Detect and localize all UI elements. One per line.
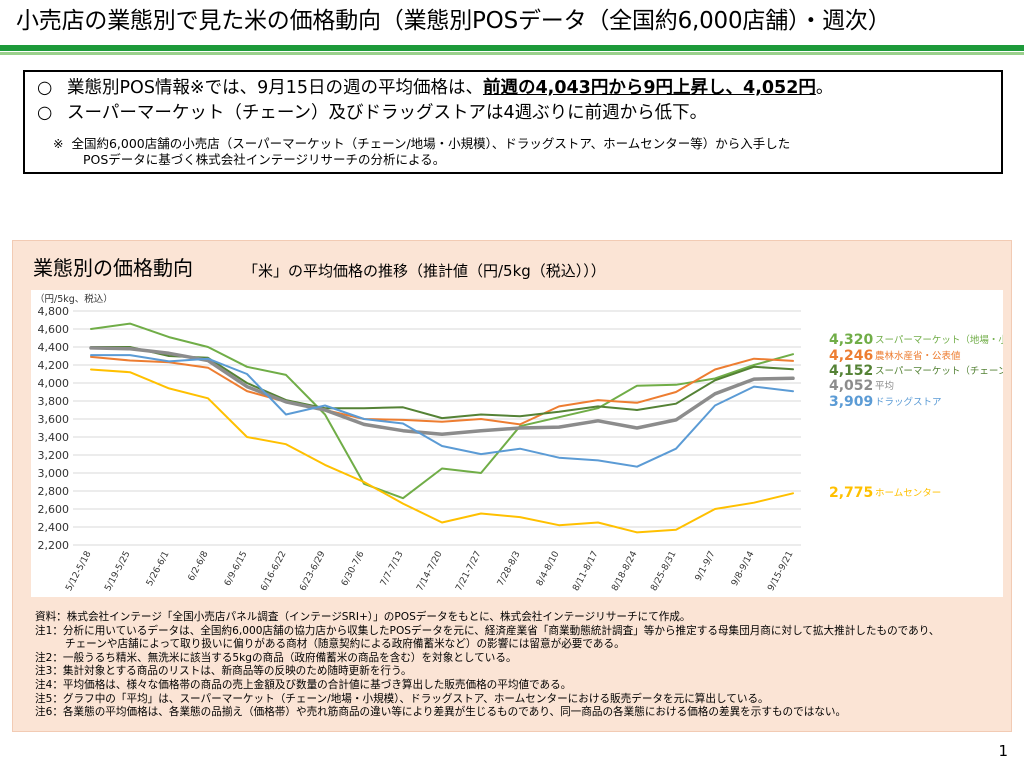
x-tick-label: 9/8-9/14 [730, 549, 757, 587]
series-end-value: 4,052 [829, 378, 873, 394]
series-name: ドラッグストア [875, 396, 942, 408]
x-tick-label: 5/19-5/25 [103, 550, 132, 593]
y-tick-label: 3,400 [38, 431, 70, 444]
summary-line-2: ○ スーパーマーケット（チェーン）及びドラッグストアは4週ぶりに前週から低下。 [37, 102, 707, 124]
y-tick-label: 4,600 [38, 323, 70, 336]
y-tick-label: 3,600 [38, 413, 70, 426]
series-line [89, 346, 795, 437]
footnote-line-2: POSデータに基づく株式会社インテージリサーチの分析による。 [83, 152, 446, 167]
series-line [90, 368, 794, 534]
series-end-value: 4,152 [829, 363, 873, 379]
x-tick-label: 6/9-6/15 [223, 550, 250, 588]
x-tick-label: 6/30-7/6 [340, 549, 367, 587]
x-tick-label: 7/28-8/3 [496, 550, 523, 588]
y-tick-label: 4,400 [38, 341, 70, 354]
series-end-value: 2,775 [829, 485, 873, 501]
note-line: 注4：平均価格は、様々な価格帯の商品の売上金額及び数量の合計値に基づき算出した販… [35, 678, 572, 691]
footnote-line-1: 全国約6,000店舗の小売店（スーパーマーケット（チェーン/地場・小規模）、ドラ… [71, 136, 791, 151]
bullet-circle-icon: ○ [37, 103, 53, 123]
chart-panel: 業態別の価格動向 「米」の平均価格の推移（推計値（円/5kg（税込））） （円/… [12, 240, 1012, 732]
note-line: 注2：一般うるち精米、無洗米に該当する5kgの商品（政府備蓄米の商品を含む）を対… [35, 651, 517, 664]
summary-line-1-emphasis: 前週の4,043円から9円上昇し、4,052円 [483, 78, 816, 98]
series-end-value: 3,909 [829, 394, 873, 410]
bullet-circle-icon: ○ [37, 78, 53, 98]
series-name: ホームセンター [875, 488, 941, 499]
x-tick-label: 6/2-6/8 [187, 549, 211, 582]
summary-line-1: ○ 業態別POS情報※では、9月15日の週の平均価格は、前週の4,043円から9円… [37, 77, 833, 99]
series-end-value: 4,320 [829, 332, 874, 348]
x-tick-label: 9/15-9/21 [766, 550, 795, 593]
note-line: 資料：株式会社インテージ「全国小売店パネル調査（インテージSRI+）」のPOSデ… [35, 611, 691, 623]
panel-subtitle: 「米」の平均価格の推移（推計値（円/5kg（税込））） [243, 262, 606, 280]
note-line: 注5：グラフ中の「平均」は、スーパーマーケット（チェーン/地場・小規模）、ドラッ… [35, 692, 769, 705]
notes-section: 資料：株式会社インテージ「全国小売店パネル調査（インテージSRI+）」のPOSデ… [35, 611, 1005, 720]
x-tick-label: 8/4-8/10 [535, 549, 562, 587]
y-tick-label: 2,600 [38, 503, 70, 516]
y-tick-label: 2,800 [38, 485, 70, 498]
x-tick-label: 9/1-9/7 [694, 550, 718, 583]
summary-footnote-1: ※ 全国約6,000店舗の小売店（スーパーマーケット（チェーン/地場・小規模）、… [53, 136, 790, 152]
series-line [90, 355, 794, 426]
y-tick-label: 3,800 [38, 395, 70, 408]
y-tick-label: 4,800 [38, 305, 70, 318]
x-tick-label: 6/23-6/29 [298, 549, 327, 592]
series-name: スーパーマーケット（チェーン） [875, 365, 1003, 377]
x-tick-label: 8/25-8/31 [649, 550, 678, 593]
y-axis-label: （円/5kg、税込） [35, 293, 113, 305]
note-line: 注1：分析に用いているデータは、全国約6,000店舗の協力店から収集したPOSデ… [35, 624, 940, 637]
x-tick-label: 8/11-8/17 [571, 550, 600, 593]
x-tick-label: 8/18-8/24 [610, 549, 639, 592]
x-tick-label: 7/14-7/20 [415, 549, 444, 592]
y-tick-label: 3,200 [38, 449, 70, 462]
footnote-mark: ※ [53, 136, 64, 151]
y-tick-label: 4,200 [38, 359, 70, 372]
page-title: 小売店の業態別で見た米の価格動向（業態別POSデータ（全国約6,000店舗）・週… [16, 8, 891, 34]
x-tick-label: 7/21-7/27 [454, 550, 483, 593]
note-line: チェーンや店舗によって取り扱いに偏りがある商材（随意契約による政府備蓄米など）の… [65, 638, 625, 651]
summary-line-1-end: 。 [815, 78, 834, 98]
summary-box: ○ 業態別POS情報※では、9月15日の週の平均価格は、前週の4,043円から9円… [23, 70, 1003, 174]
x-tick-label: 5/26-6/1 [145, 550, 172, 588]
note-line: 注6：各業態の平均価格は、各業態の品揃え（価格帯）や売れ筋商品の違い等により差異… [35, 706, 847, 719]
panel-title: 業態別の価格動向 [33, 256, 193, 280]
page-number: 1 [998, 742, 1008, 760]
chart-area: （円/5kg、税込） 2,200 2,400 2,600 2,800 3,000 3,200… [31, 290, 1003, 597]
series-name: スーパーマーケット（地場・小規模） [875, 334, 1003, 346]
series-name: 平均 [875, 380, 894, 392]
y-tick-label: 2,200 [38, 539, 70, 552]
summary-line-2-text: スーパーマーケット（チェーン）及びドラッグストアは4週ぶりに前週から低下。 [67, 103, 708, 123]
series-end-value: 4,246 [829, 348, 873, 364]
title-divider-dark [0, 45, 1024, 51]
summary-line-1-text: 業態別POS情報※では、9月15日の週の平均価格は、 [67, 78, 483, 98]
y-tick-label: 2,400 [38, 521, 70, 534]
x-tick-label: 6/16-6/22 [259, 550, 288, 593]
series-line [90, 354, 794, 468]
y-tick-label: 3,000 [38, 467, 70, 480]
series-name: 農林水産省・公表値 [875, 350, 961, 362]
line-chart: （円/5kg、税込） 2,200 2,400 2,600 2,800 3,000 3,200… [35, 293, 1003, 593]
note-line: 注3：集計対象とする商品のリストは、新商品等の反映のため随時更新を行う。 [35, 665, 412, 678]
series-line [90, 322, 794, 500]
title-divider [0, 45, 1024, 56]
title-divider-light [0, 52, 1024, 55]
y-tick-label: 4,000 [38, 377, 70, 390]
x-tick-label: 7/7-7/13 [379, 550, 406, 588]
x-tick-label: 5/12-5/18 [64, 549, 93, 592]
